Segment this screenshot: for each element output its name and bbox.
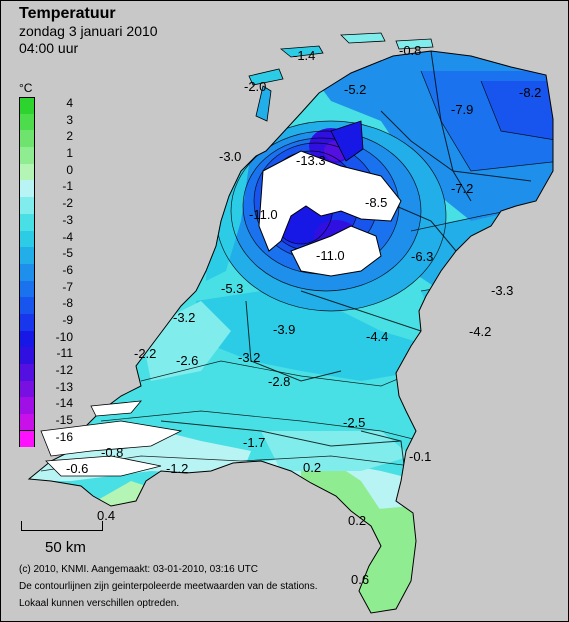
contour-value-label: -13.3 — [296, 153, 326, 168]
contour-value-label: -8.2 — [519, 85, 542, 100]
legend-label: -4 — [62, 229, 73, 244]
legend-swatch — [19, 297, 35, 314]
legend-swatch — [19, 197, 35, 214]
legend-label: -7 — [62, 279, 73, 294]
legend-label: 0 — [66, 162, 73, 177]
legend-label: 3 — [66, 112, 73, 127]
contour-value-label: -7.9 — [451, 102, 474, 117]
legend-swatch — [19, 414, 35, 431]
contour-value-label: -8.5 — [365, 195, 388, 210]
legend-label: 2 — [66, 129, 73, 144]
legend-swatch — [19, 247, 35, 264]
footer-note: De contourlijnen zijn geinterpoleerde me… — [19, 581, 318, 592]
footer-copyright: (c) 2010, KNMI. Aangemaakt: 03-01-2010, … — [19, 564, 259, 575]
map-time: 04:00 uur — [19, 40, 79, 56]
contour-value-label: -1.4 — [293, 48, 316, 63]
legend-label: -14 — [55, 396, 73, 411]
legend-label: -3 — [62, 212, 73, 227]
legend-swatch — [19, 430, 35, 448]
scale-label: 50 km — [45, 539, 86, 556]
contour-value-label: 0.6 — [351, 572, 370, 587]
contour-value-label: -5.3 — [221, 281, 244, 296]
contour-value-label: -7.2 — [451, 181, 474, 196]
contour-value-label: -2.5 — [343, 415, 366, 430]
contour-value-label: -3.3 — [491, 283, 514, 298]
contour-value-label: -6.3 — [411, 249, 434, 264]
legend-label: -2 — [62, 196, 73, 211]
contour-value-label: -11.0 — [316, 248, 345, 263]
legend-label: -10 — [55, 329, 73, 344]
legend-swatch — [19, 147, 35, 164]
legend-label: -5 — [62, 246, 73, 261]
legend-label: -12 — [55, 363, 73, 377]
contour-value-label: -3.2 — [238, 350, 261, 365]
legend-label: -11 — [56, 346, 73, 361]
legend-swatch — [19, 263, 35, 281]
contour-value-label: 0.4 — [97, 508, 116, 523]
legend-swatch — [19, 347, 35, 364]
footer-disclaimer: Lokaal kunnen verschillen optreden. — [19, 598, 180, 609]
contour-value-label: -4.2 — [469, 324, 492, 339]
contour-value-label: -2.8 — [268, 374, 291, 389]
legend-swatch — [19, 230, 35, 248]
contour-value-label: -1.2 — [166, 461, 189, 476]
contour-value-label: -0.6 — [66, 461, 89, 476]
legend-swatch — [19, 163, 35, 181]
contour-value-label: -3.2 — [173, 310, 196, 325]
legend-swatch — [19, 330, 35, 348]
contour-value-label: -2.2 — [134, 346, 157, 361]
scale-bar — [21, 521, 103, 531]
contour-value-label: 0.2 — [348, 513, 367, 528]
contour-value-label: -0.8 — [399, 43, 422, 58]
legend-swatch — [19, 313, 35, 331]
legend-unit: °C — [19, 81, 33, 95]
legend-label: -9 — [62, 312, 73, 327]
legend-swatch — [19, 113, 35, 131]
contour-value-label: -1.7 — [243, 435, 266, 450]
legend-swatch — [19, 180, 35, 198]
legend-swatch — [19, 364, 35, 381]
legend-swatch — [19, 97, 35, 114]
contour-value-label: -5.2 — [344, 82, 367, 97]
contour-value-label: -3.9 — [273, 322, 296, 337]
legend-swatch — [19, 380, 35, 398]
contour-value-label: -11.0 — [249, 207, 278, 222]
contour-value-label: -3.0 — [219, 149, 242, 164]
legend-swatch — [19, 397, 35, 415]
legend-swatch — [19, 213, 35, 231]
legend-swatch — [19, 280, 35, 298]
legend-label: -13 — [55, 379, 73, 394]
legend-label: -6 — [62, 262, 73, 277]
legend-label: -1 — [62, 179, 73, 194]
map-date: zondag 3 januari 2010 — [19, 23, 158, 39]
map-title: Temperatuur — [19, 5, 116, 22]
contour-value-label: -0.1 — [409, 449, 432, 464]
legend-label: 4 — [66, 96, 73, 110]
legend-label: -15 — [55, 413, 73, 428]
contour-value-label: -0.8 — [101, 445, 124, 460]
contour-value-label: -4.4 — [366, 329, 389, 344]
contour-value-label: -2.6 — [176, 353, 199, 368]
legend-label: 1 — [66, 146, 73, 161]
legend-label: -16 — [55, 429, 73, 444]
legend-swatch — [19, 130, 35, 148]
legend-label: -8 — [62, 296, 73, 311]
contour-value-label: -2.0 — [244, 79, 267, 94]
contour-value-label: 0.2 — [303, 460, 322, 475]
